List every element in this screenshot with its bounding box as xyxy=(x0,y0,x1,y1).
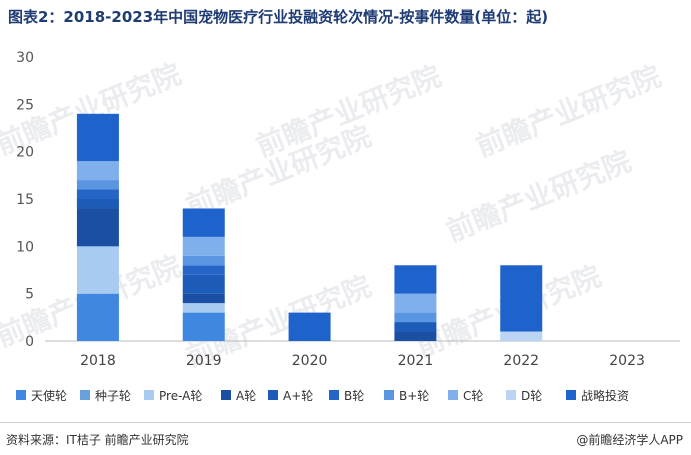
y-tick-label: 10 xyxy=(16,239,34,255)
brand-text: @前瞻经济学人APP xyxy=(576,433,683,447)
bar-segment xyxy=(500,331,543,341)
legend-item: B+轮 xyxy=(384,387,429,403)
x-tick-label: 2019 xyxy=(186,353,222,369)
legend-label: D轮 xyxy=(521,388,543,403)
bar-segment xyxy=(394,322,437,332)
legend-label: 战略投资 xyxy=(581,388,630,403)
y-tick-label: 5 xyxy=(25,287,34,303)
legend-label: C轮 xyxy=(463,388,484,403)
bar-segment xyxy=(76,180,119,190)
legend-label: 天使轮 xyxy=(31,388,68,403)
bar-segment xyxy=(182,303,225,313)
bar-segment xyxy=(182,208,225,237)
legend-label: A+轮 xyxy=(283,388,314,403)
x-tick-label: 2021 xyxy=(398,353,434,369)
bar-segment xyxy=(76,199,119,209)
bar-segment xyxy=(182,265,225,275)
bar-segment xyxy=(182,274,225,294)
legend-label: Pre-A轮 xyxy=(159,388,203,403)
bar-segment xyxy=(394,331,437,341)
bar-segment xyxy=(76,293,119,341)
y-tick-label: 15 xyxy=(16,192,34,208)
bar-segment xyxy=(76,113,119,162)
legend-swatch xyxy=(268,390,278,400)
legend-swatch xyxy=(566,390,576,400)
legend-swatch xyxy=(80,390,90,400)
legend-swatch xyxy=(448,390,458,400)
bar-segment xyxy=(182,312,225,341)
y-tick-label: 20 xyxy=(16,145,34,161)
legend-swatch xyxy=(384,390,394,400)
legend-item: C轮 xyxy=(448,387,483,403)
y-tick-label: 30 xyxy=(16,50,34,66)
legend-item: A+轮 xyxy=(268,387,313,403)
legend-item: D轮 xyxy=(506,387,542,403)
bar-segment xyxy=(182,236,225,256)
bar-segment xyxy=(76,161,119,181)
bar-segment xyxy=(182,293,225,304)
source-text: 资料来源：IT桔子 前瞻产业研究院 xyxy=(6,433,189,447)
legend-label: B轮 xyxy=(344,388,365,403)
stacked-bar-chart: 0 5 10 15 20 25 30 2018 2019 2020 2021 2022 2023 xyxy=(16,50,680,369)
y-tick-label: 25 xyxy=(16,97,34,113)
legend-item: 种子轮 xyxy=(80,387,131,403)
bar-segment xyxy=(288,312,331,341)
legend-label: A轮 xyxy=(236,388,257,403)
legend-swatch xyxy=(221,390,231,400)
bar-segment xyxy=(76,246,119,294)
bar-segment xyxy=(394,265,437,294)
bar-segment xyxy=(500,265,543,332)
chart-title: 图表2：2018-2023年中国宠物医疗行业投融资轮次情况-按事件数量(单位：起… xyxy=(8,8,549,26)
bar-segment xyxy=(394,312,437,323)
footer: 资料来源：IT桔子 前瞻产业研究院 @前瞻经济学人APP xyxy=(0,422,691,455)
legend-swatch xyxy=(506,390,516,400)
x-tick-label: 2022 xyxy=(503,353,539,369)
legend-item: Pre-A轮 xyxy=(144,387,202,403)
legend-swatch xyxy=(144,390,154,400)
x-tick-label: 2018 xyxy=(80,353,116,369)
legend-label: 种子轮 xyxy=(95,388,132,403)
legend-label: B+轮 xyxy=(399,388,430,403)
legend-item: B轮 xyxy=(329,387,364,403)
x-tick-label: 2020 xyxy=(292,353,328,369)
legend-swatch xyxy=(16,390,26,400)
bar-segment xyxy=(76,208,119,247)
x-tick-label: 2023 xyxy=(609,353,645,369)
bar-segment xyxy=(394,293,437,313)
bar-segment xyxy=(182,255,225,266)
legend-item: A轮 xyxy=(221,387,256,403)
legend-swatch xyxy=(329,390,339,400)
bar-segment xyxy=(76,189,119,199)
chart-legend: 天使轮 种子轮 Pre-A轮 A轮 A+轮 B轮 B+轮 C轮 D轮 战略投资 xyxy=(16,387,676,403)
legend-item: 天使轮 xyxy=(16,387,67,403)
y-tick-label: 0 xyxy=(25,334,34,350)
legend-item: 战略投资 xyxy=(566,387,629,403)
